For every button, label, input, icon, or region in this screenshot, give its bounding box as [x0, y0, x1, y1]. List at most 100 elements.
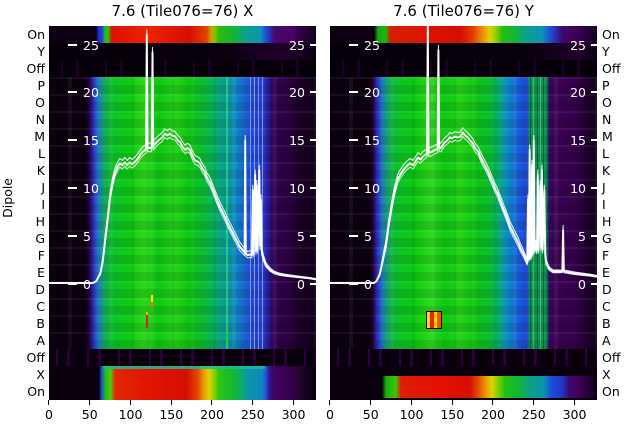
tick-value: 250	[521, 407, 546, 422]
y-tick-label: 5	[349, 228, 372, 244]
tick-mark	[89, 400, 91, 405]
panel-x-title: 7.6 (Tile076=76) X	[111, 2, 254, 20]
tick-mark	[48, 400, 50, 405]
x-tick: 300	[282, 400, 305, 422]
spectrum-trace	[330, 29, 597, 284]
band-off-top	[330, 60, 597, 77]
panel-y-title: 7.6 (Tile076=76) Y	[393, 2, 534, 20]
tick-value: 5	[578, 228, 586, 244]
y-tick-label: 0	[297, 276, 316, 292]
dipole-row-label: P	[602, 78, 610, 93]
dipole-row-label: K	[602, 163, 611, 178]
dipole-row-label: L	[38, 146, 45, 161]
tick-mark	[591, 235, 597, 237]
bottom-rainbow-strip	[330, 376, 597, 398]
tick-mark	[533, 400, 535, 405]
dipole-row-label: C	[36, 299, 45, 314]
rfi-mark	[226, 328, 228, 345]
tick-value: 0	[364, 276, 372, 292]
tick-mark	[349, 283, 358, 285]
tick-value: 0	[578, 276, 586, 292]
tick-value: 10	[364, 180, 380, 196]
dipole-row-label: G	[602, 231, 612, 246]
spectrum-trace	[330, 26, 597, 284]
tick-value: 25	[570, 37, 586, 53]
y-tick-label: 15	[349, 132, 380, 148]
tick-mark	[591, 44, 597, 46]
spectrum-curve-y	[330, 26, 597, 284]
tick-value: 15	[83, 132, 99, 148]
dipole-row-label: N	[35, 112, 45, 127]
tick-value: 5	[297, 228, 305, 244]
band-x-on-bottom	[49, 366, 316, 400]
tick-mark	[329, 400, 331, 405]
tick-mark	[310, 44, 316, 46]
tick-mark	[68, 44, 77, 46]
tick-value: 10	[289, 180, 305, 196]
dipole-row-label: E	[37, 265, 45, 280]
dipole-row-label: H	[602, 214, 612, 229]
dipole-row-label: Y	[602, 44, 610, 59]
tick-value: 5	[83, 228, 91, 244]
rfi-mark	[146, 312, 148, 328]
y-tick-label: 20	[570, 84, 597, 100]
tick-value: 200	[200, 407, 224, 422]
heatmap-panel-x: 25 25 20 20 15 15 10 10 5 5 0 0	[49, 26, 316, 400]
x-tick: 0	[45, 400, 53, 422]
band-y-row	[49, 43, 316, 60]
x-axis-panel-y: 0 50 100 150 200 250 300	[326, 400, 597, 430]
dipole-row-label: M	[34, 129, 45, 144]
spectrum-trace	[49, 29, 316, 284]
tick-mark	[292, 400, 294, 405]
tick-mark	[349, 44, 358, 46]
dipole-row-label: A	[602, 333, 611, 348]
spectrum-trace	[49, 33, 316, 284]
band-center-on-top	[49, 26, 316, 43]
tick-value: 10	[83, 180, 99, 196]
dipole-row-label: D	[602, 282, 612, 297]
band-dipole-block	[49, 77, 316, 349]
dipole-row-label: X	[36, 367, 45, 382]
x-tick: 100	[399, 400, 424, 422]
y-tick-label: 20	[68, 84, 99, 100]
dipole-row-label: O	[35, 95, 45, 110]
band-dipole-block	[330, 77, 597, 349]
dipole-row-label: F	[37, 248, 45, 263]
tick-value: 0	[83, 276, 91, 292]
dipole-row-label: B	[36, 316, 45, 331]
dipole-row-label: Y	[37, 44, 45, 59]
dipole-row-label: On	[602, 27, 620, 42]
row-labels-right: On Y Off P O N M L K J I H G F E D C B A Off X On	[602, 26, 640, 400]
tick-value: 0	[297, 276, 305, 292]
dipole-row-label: O	[602, 95, 612, 110]
y-tick-label: 15	[570, 132, 597, 148]
x-tick: 100	[119, 400, 142, 422]
tick-mark	[591, 283, 597, 285]
y-tick-label: 0	[349, 276, 372, 292]
tick-value: 150	[440, 407, 465, 422]
tick-value: 250	[240, 407, 265, 422]
dipole-row-label: F	[602, 248, 610, 263]
tick-value: 20	[570, 84, 586, 100]
tick-value: 300	[562, 407, 587, 422]
tick-value: 15	[570, 132, 586, 148]
dipole-row-label: D	[35, 282, 45, 297]
tick-value: 20	[289, 84, 305, 100]
x-tick: 150	[440, 400, 464, 422]
y-tick-label: 10	[349, 180, 380, 196]
tick-mark	[573, 400, 575, 405]
dipole-row-label: K	[36, 163, 45, 178]
dipole-row-label: P	[37, 78, 45, 93]
tick-value: 15	[289, 132, 305, 148]
dipole-row-label: H	[35, 214, 45, 229]
tick-mark	[492, 400, 494, 405]
y-tick-label: 25	[349, 37, 380, 53]
x-tick: 200	[481, 400, 505, 422]
dipole-row-label: E	[602, 265, 610, 280]
y-tick-label: 0	[578, 276, 597, 292]
y-tick-label: 20	[349, 84, 380, 100]
dipole-row-label: N	[602, 112, 612, 127]
row-labels-left: On Y Off P O N M L K J I H G F E D C B A Off X On	[0, 26, 45, 400]
tick-value: 100	[399, 407, 424, 422]
